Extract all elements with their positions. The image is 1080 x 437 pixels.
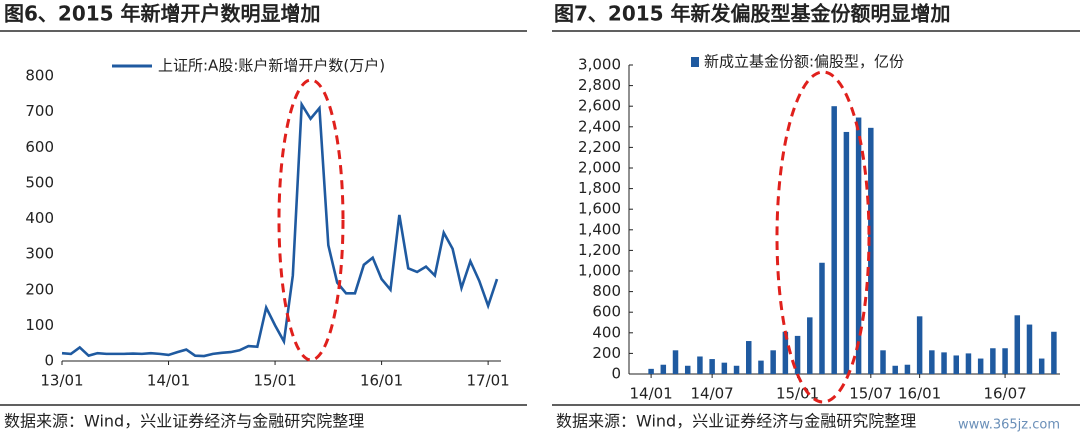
y-tick-label: 1,200	[578, 241, 621, 259]
y-tick-label: 500	[25, 173, 54, 191]
y-tick-label: 1,800	[578, 179, 621, 197]
bar	[929, 350, 935, 374]
y-tick-label: 1,000	[578, 262, 621, 280]
bar	[733, 365, 740, 374]
watermark: www.365jz.com	[958, 418, 1060, 433]
bar	[990, 348, 996, 374]
y-tick-label: 2,400	[578, 117, 621, 135]
y-tick-label: 300	[25, 245, 54, 263]
bar	[648, 368, 654, 374]
bar	[1051, 331, 1057, 374]
bar	[1038, 358, 1045, 374]
x-tick-label: 13/01	[40, 372, 83, 390]
highlight-ellipse	[277, 78, 345, 362]
y-tick-label: 700	[25, 102, 54, 120]
y-tick-label: 2,200	[578, 138, 621, 156]
y-tick-label: 3,000	[578, 56, 621, 74]
y-tick-label: 800	[592, 282, 621, 300]
y-tick-label: 800	[25, 67, 54, 85]
bar	[953, 355, 959, 374]
y-tick-label: 0	[44, 352, 54, 370]
y-tick-label: 600	[25, 138, 54, 156]
bar	[916, 316, 923, 374]
bar	[794, 335, 801, 374]
chart-title: 图7、2015 年新发偏股型基金份额明显增加	[554, 2, 951, 26]
y-tick-label: 400	[592, 323, 621, 341]
bar	[892, 365, 898, 374]
x-tick-label: 16/01	[898, 385, 941, 403]
source: 数据来源：Wind，兴业证券经济与金融研究院整理	[556, 412, 916, 431]
x-tick-label: 15/01	[776, 385, 819, 403]
y-tick-label: 1,600	[578, 200, 621, 218]
x-tick-label: 16/07	[983, 385, 1026, 403]
legend-label: 新成立基金份额:偏股型，亿份	[704, 53, 904, 71]
x-tick-label: 16/01	[360, 372, 403, 390]
source: 数据来源：Wind，兴业证券经济与金融研究院整理	[4, 412, 364, 431]
bar	[660, 364, 667, 374]
y-tick-label: 0	[611, 365, 621, 383]
bar	[880, 350, 886, 374]
bar	[782, 331, 789, 374]
bar	[965, 353, 972, 374]
y-tick-label: 1,400	[578, 220, 621, 238]
bar	[1002, 348, 1008, 374]
x-tick-label: 14/01	[147, 372, 190, 390]
bar	[855, 117, 862, 374]
x-tick-label: 14/07	[691, 385, 734, 403]
bar	[868, 127, 874, 374]
y-tick-label: 2,000	[578, 159, 621, 177]
bar	[819, 262, 825, 374]
bar	[758, 360, 764, 374]
y-tick-label: 2,800	[578, 76, 621, 94]
highlight-ellipse	[775, 70, 871, 404]
line	[61, 100, 499, 358]
chart-title: 图6、2015 年新增开户数明显增加	[4, 2, 321, 26]
x-tick-label: 17/01	[467, 372, 510, 390]
y-tick-label: 100	[25, 316, 54, 334]
bar	[1014, 315, 1021, 374]
bar	[697, 356, 703, 374]
bar	[684, 365, 691, 374]
bar	[977, 358, 984, 374]
y-tick-label: 200	[25, 280, 54, 298]
x-tick-label: 14/01	[629, 385, 672, 403]
bar	[941, 352, 947, 374]
bar	[770, 350, 776, 374]
bar	[831, 106, 837, 374]
legend-label: 上证所:A股:账户新增开户数(万户)	[158, 57, 385, 75]
y-tick-label: 2,600	[578, 97, 621, 115]
bar	[721, 362, 728, 374]
bar	[1026, 324, 1033, 374]
bar	[904, 364, 911, 374]
bar	[709, 359, 715, 374]
legend-swatch	[691, 57, 699, 67]
x-tick-label: 15/07	[849, 385, 892, 403]
bar	[672, 350, 679, 374]
y-tick-label: 600	[592, 303, 621, 321]
bar	[746, 341, 752, 374]
y-tick-label: 400	[25, 209, 54, 227]
y-tick-label: 200	[592, 344, 621, 362]
x-tick-label: 15/01	[253, 372, 296, 390]
bar	[807, 317, 813, 374]
bar	[843, 131, 850, 374]
